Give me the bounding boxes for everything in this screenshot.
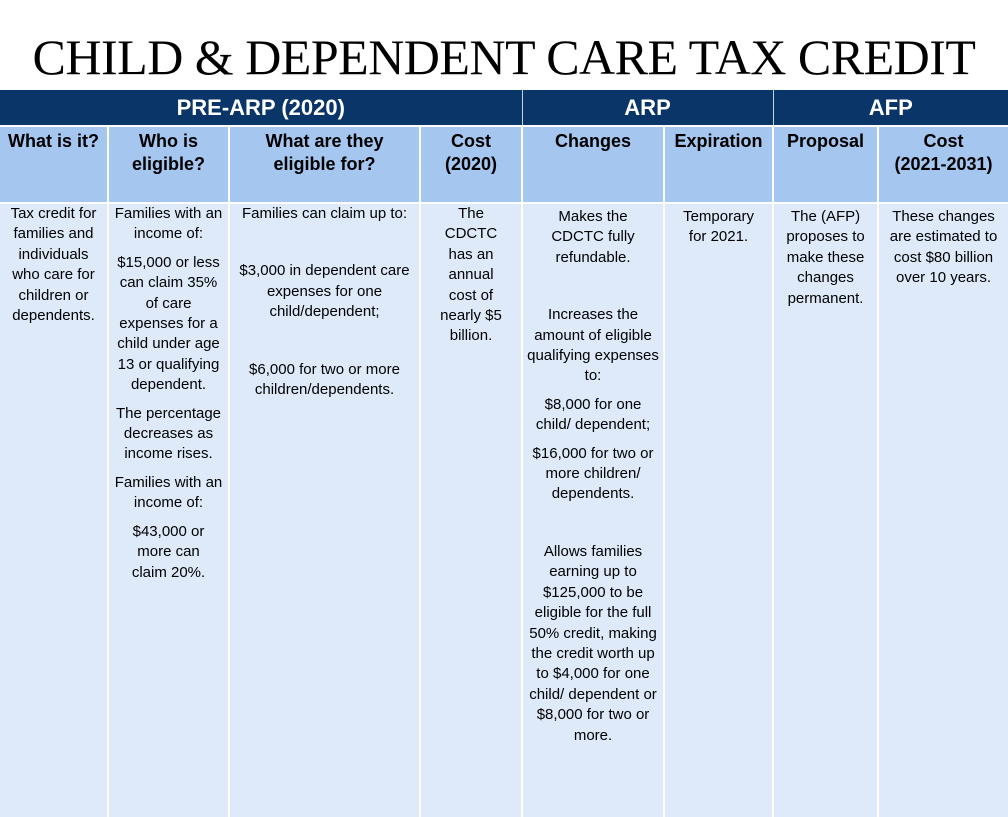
column-header-changes: Changes <box>521 125 666 204</box>
column-header-what-is-it: What is it? <box>0 125 109 204</box>
cell-arp-changes: Makes the CDCTC fully refundable. Increa… <box>521 202 666 817</box>
tax-credit-comparison-table: PRE-ARP (2020) ARP AFP What is it? Who i… <box>0 90 1008 817</box>
table-row: Tax credit for families and individuals … <box>0 202 1008 817</box>
cell-afp-proposal: The (AFP) proposes to make these changes… <box>772 202 880 817</box>
cell-who-is-eligible: Families with an income of: $15,000 or l… <box>107 202 230 817</box>
cell-what-is-it: Tax credit for families and individuals … <box>0 202 109 817</box>
cell-afp-cost: These changes are estimated to cost $80 … <box>877 202 1008 817</box>
group-header-afp: AFP <box>772 90 1008 127</box>
group-header-pre-arp: PRE-ARP (2020) <box>0 90 523 127</box>
cell-cost-2020: The CDCTC has an annual cost of nearly $… <box>418 202 524 817</box>
group-header-row: PRE-ARP (2020) ARP AFP <box>0 90 1008 127</box>
group-header-arp: ARP <box>521 90 774 127</box>
column-header-row: What is it? Who is eligible? What are the… <box>0 125 1008 204</box>
column-header-expiration: Expiration <box>663 125 775 204</box>
cell-arp-expiration: Temporary for 2021. <box>663 202 775 817</box>
column-header-who-is-eligible: Who is eligible? <box>107 125 230 204</box>
page-title: CHILD & DEPENDENT CARE TAX CREDIT <box>32 29 976 85</box>
column-header-eligible-for: What are they eligible for? <box>228 125 421 204</box>
column-header-proposal: Proposal <box>772 125 880 204</box>
column-header-cost-2020: Cost (2020) <box>418 125 524 204</box>
cell-eligible-for: Families can claim up to: $3,000 in depe… <box>228 202 421 817</box>
column-header-cost-2021-2031: Cost (2021-2031) <box>877 125 1008 204</box>
